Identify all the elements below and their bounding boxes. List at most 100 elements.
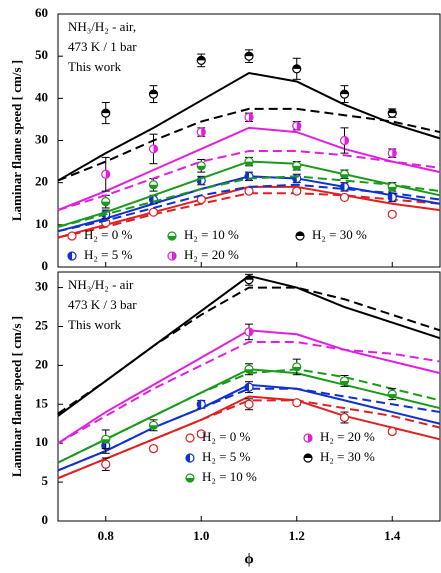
marker [196, 429, 206, 439]
model-line-dashed [57, 107, 441, 182]
marker [196, 161, 206, 171]
marker-fill [201, 128, 206, 137]
marker [387, 389, 397, 399]
marker-outline [148, 207, 159, 217]
marker-outline [292, 398, 302, 408]
marker-fill [101, 109, 110, 114]
marker-outline [339, 192, 350, 203]
y-tick-label: 20 [35, 356, 48, 371]
legend-marker [303, 433, 313, 443]
legend-label: H₂ = 30 % [312, 227, 367, 242]
marker-outline [387, 209, 397, 219]
marker [148, 89, 159, 99]
legend-marker-fill [186, 454, 190, 462]
legend-marker-fill [296, 232, 304, 236]
marker-outline [148, 444, 159, 454]
marker-outline [101, 459, 111, 469]
legend-label: H₂ = 20 % [184, 247, 239, 262]
y-tick-label: 50 [35, 47, 48, 62]
annotation: 473 K / 1 bar [68, 39, 137, 54]
y-tick-label: 0 [42, 512, 49, 527]
marker [292, 121, 302, 131]
plot-frame [57, 271, 441, 522]
legend-label: H₂ = 5 % [84, 247, 133, 262]
marker-fill [245, 52, 253, 57]
marker-fill [249, 327, 253, 336]
marker [244, 275, 254, 285]
legend-marker [67, 251, 77, 261]
marker [387, 182, 397, 192]
x-tick-label: 0.8 [98, 528, 115, 543]
marker [101, 197, 111, 207]
marker-fill [340, 90, 349, 95]
marker-fill [340, 174, 349, 179]
legend-marker [295, 231, 305, 241]
legend-label: H₂ = 20 % [320, 429, 375, 444]
model-line-dashed [57, 183, 441, 233]
y-tick-label: 20 [35, 174, 48, 189]
marker-fill [292, 165, 301, 170]
marker-fill [388, 193, 393, 202]
marker-fill [149, 195, 154, 204]
marker [387, 148, 397, 158]
marker [244, 186, 254, 196]
marker-fill [149, 90, 158, 95]
marker-fill [197, 400, 202, 409]
marker-fill [388, 394, 397, 399]
marker [148, 144, 159, 154]
marker [101, 169, 111, 179]
marker [101, 459, 111, 469]
y-tick-label: 30 [35, 279, 48, 294]
marker [101, 108, 111, 118]
marker-fill [153, 144, 158, 153]
marker-fill [388, 186, 397, 191]
legend-marker-outline [185, 433, 195, 443]
legend-label: H₂ = 10 % [202, 469, 257, 484]
marker-fill [101, 439, 110, 444]
legend-marker-fill [186, 478, 194, 482]
marker-outline [292, 186, 302, 196]
marker-fill [197, 165, 206, 170]
marker-fill [149, 184, 158, 189]
marker-fill [340, 380, 349, 385]
marker-fill [245, 383, 249, 392]
marker [244, 112, 254, 122]
model-line [57, 71, 441, 182]
y-tick-label: 10 [35, 216, 48, 231]
marker [148, 207, 159, 217]
marker-outline [244, 186, 254, 196]
marker [244, 51, 254, 61]
marker [339, 169, 350, 179]
marker [387, 209, 397, 219]
annotation: 473 K / 3 bar [68, 297, 137, 312]
annotation: NH₃/H₂ - air, [68, 19, 136, 34]
marker [339, 376, 350, 386]
y-tick-label: 40 [35, 89, 48, 104]
marker [148, 180, 159, 190]
marker [339, 182, 350, 192]
legend-marker [185, 453, 195, 463]
marker [101, 434, 111, 444]
model-line-dashed [57, 341, 441, 445]
y-axis-label: Laminar flame speed [ cm/s ] [9, 60, 24, 221]
marker [387, 192, 397, 203]
marker [339, 89, 350, 99]
marker [148, 444, 159, 454]
y-tick-label: 60 [35, 5, 48, 20]
legend-label: H₂ = 10 % [184, 227, 239, 242]
marker [339, 135, 350, 146]
x-tick-label: 1.2 [289, 528, 305, 543]
marker-fill [292, 366, 301, 371]
marker-fill [296, 121, 301, 130]
legend-marker-fill [68, 252, 72, 260]
marker-fill [292, 64, 301, 69]
marker [292, 161, 302, 171]
legend-marker-fill [168, 236, 176, 240]
legend-marker [185, 473, 195, 483]
marker [148, 420, 159, 430]
marker [244, 399, 254, 409]
marker [292, 362, 302, 372]
marker-fill [392, 149, 397, 158]
marker [292, 186, 302, 196]
